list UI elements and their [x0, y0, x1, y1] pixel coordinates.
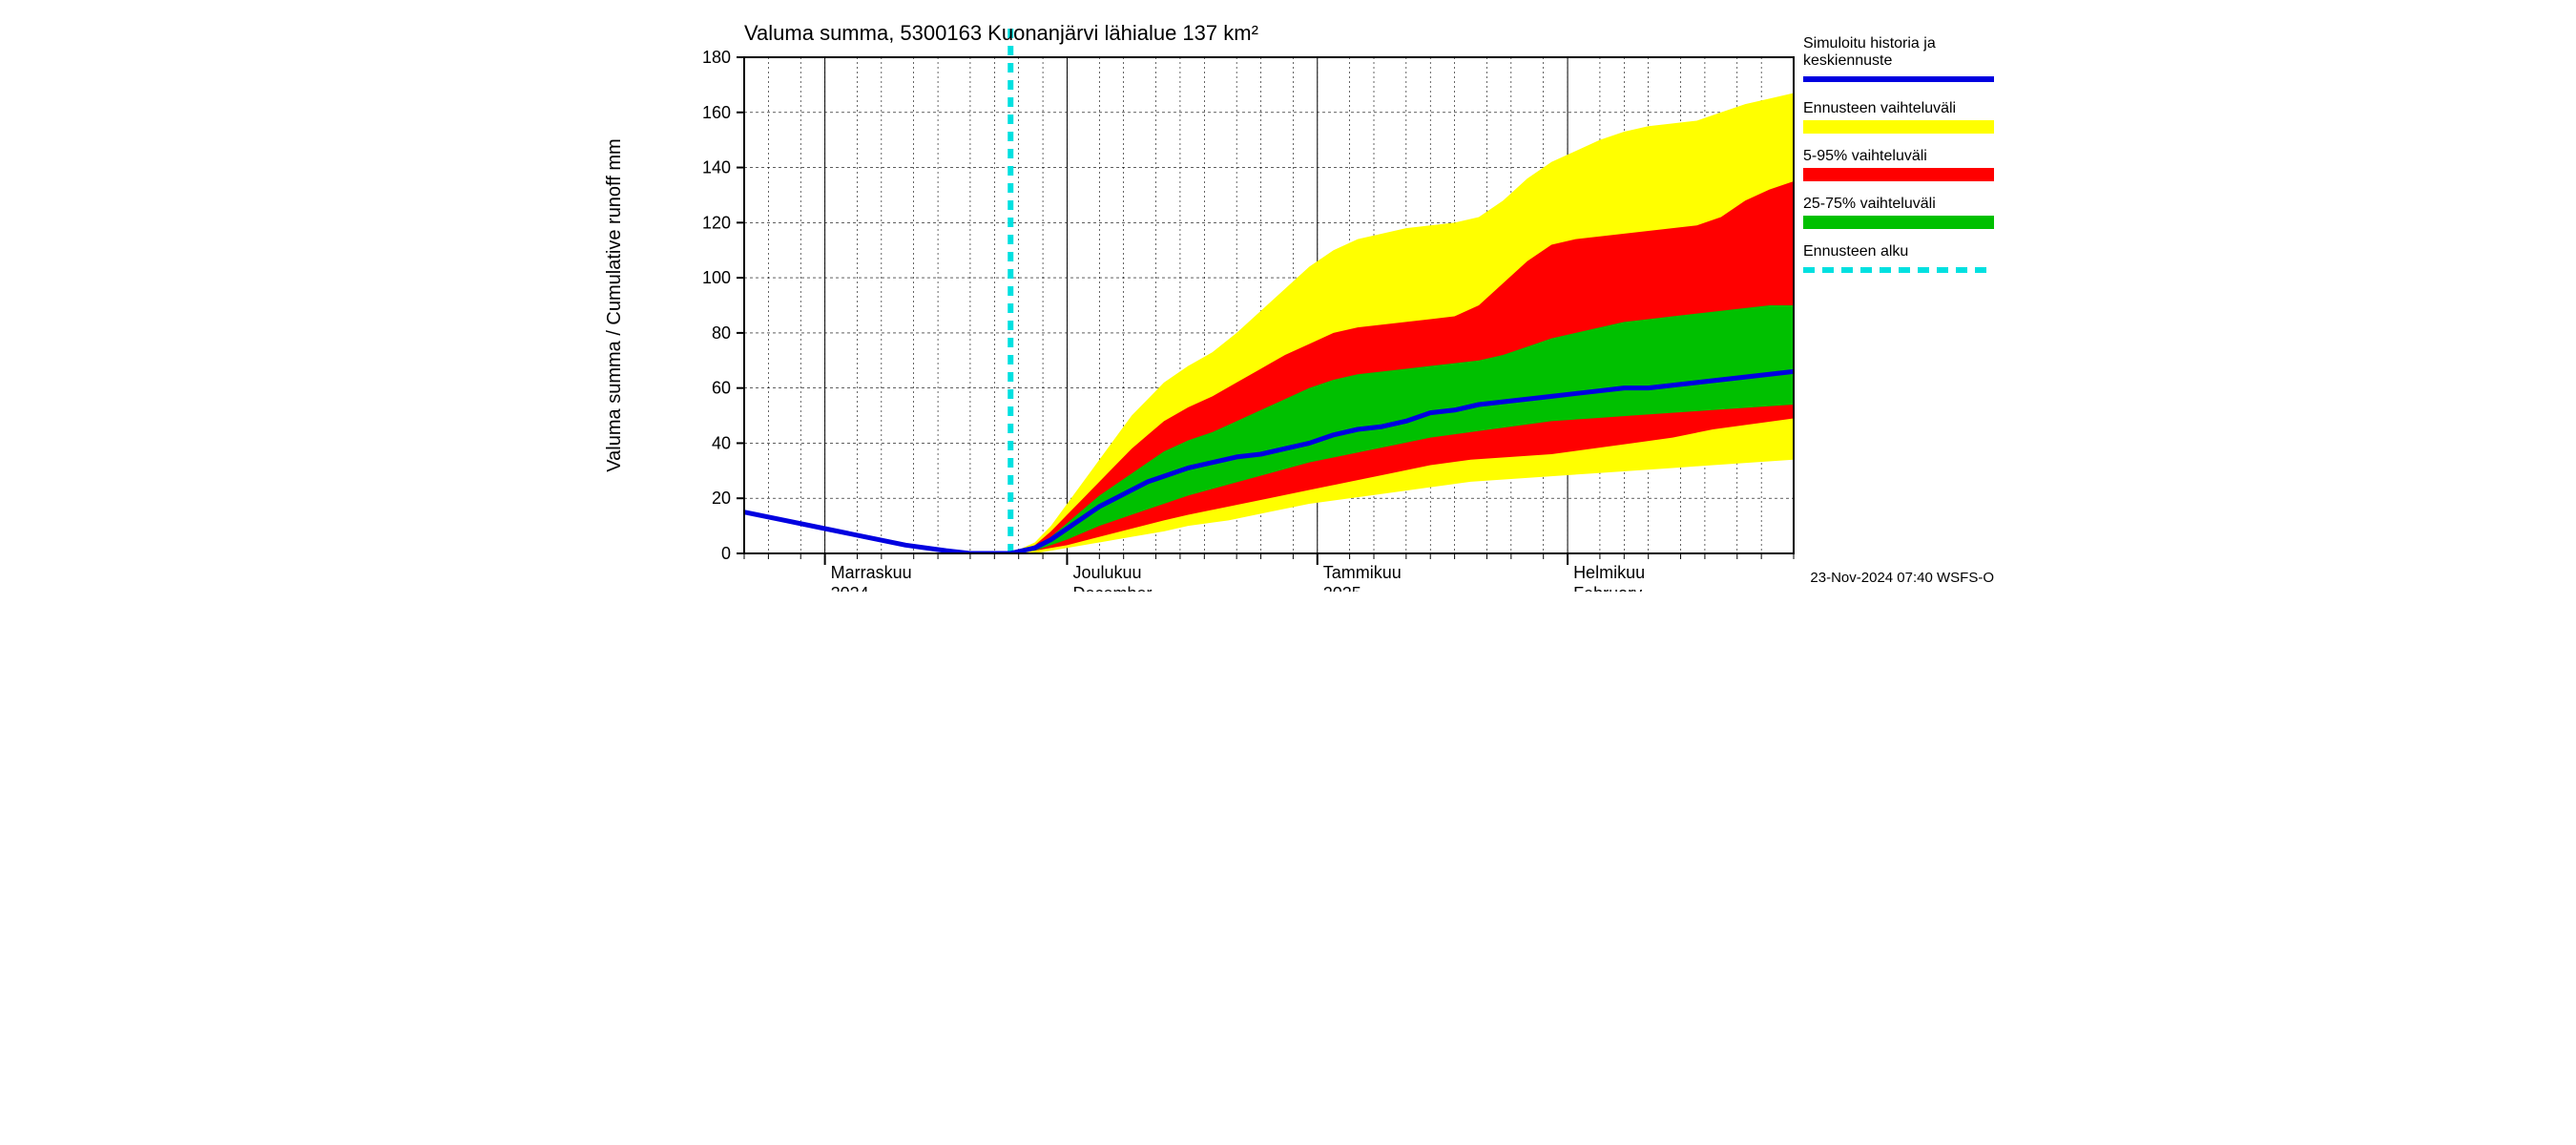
legend-label: Ennusteen alku [1803, 243, 1908, 260]
y-tick-label: 0 [721, 544, 731, 563]
forecast-chart: 0 20 40 60 80 100 120 140 160 180 Marraskuu 2024 Jou… [572, 0, 2004, 592]
x-tick-month-en: 2025 [1323, 584, 1361, 592]
x-tick-month-en: February [1573, 584, 1642, 592]
chart-title: Valuma summa, 5300163 Kuonanjärvi lähial… [744, 21, 1258, 45]
y-tick-label: 100 [702, 268, 731, 287]
y-tick-label: 20 [712, 489, 731, 508]
y-axis-label: Valuma summa / Cumulative runoff mm [604, 138, 625, 471]
x-tick-month-fi: Marraskuu [831, 563, 912, 582]
legend-swatch [1803, 120, 1994, 134]
x-tick-month-en: December [1072, 584, 1152, 592]
legend-label: Ennusteen vaihteluväli [1803, 100, 1956, 116]
chart-timestamp: 23-Nov-2024 07:40 WSFS-O [1810, 570, 1994, 586]
y-tick-label: 180 [702, 48, 731, 67]
legend-swatch [1803, 168, 1994, 181]
legend-label-sub: keskiennuste [1803, 52, 1892, 69]
x-tick-month-fi: Helmikuu [1573, 563, 1645, 582]
x-tick-month-fi: Joulukuu [1072, 563, 1141, 582]
y-tick-label: 140 [702, 158, 731, 177]
y-tick-label: 80 [712, 323, 731, 343]
y-tick-label: 160 [702, 103, 731, 122]
legend-label: Simuloitu historia ja [1803, 35, 1936, 52]
legend-label: 25-75% vaihteluväli [1803, 196, 1936, 212]
y-tick-label: 120 [702, 213, 731, 232]
chart-container: 0 20 40 60 80 100 120 140 160 180 Marraskuu 2024 Jou… [572, 0, 2004, 592]
legend-swatch [1803, 216, 1994, 229]
x-tick-month-en: 2024 [831, 584, 869, 592]
y-tick-label: 40 [712, 433, 731, 452]
y-tick-label: 60 [712, 379, 731, 398]
x-tick-month-fi: Tammikuu [1323, 563, 1402, 582]
legend-label: 5-95% vaihteluväli [1803, 148, 1927, 164]
